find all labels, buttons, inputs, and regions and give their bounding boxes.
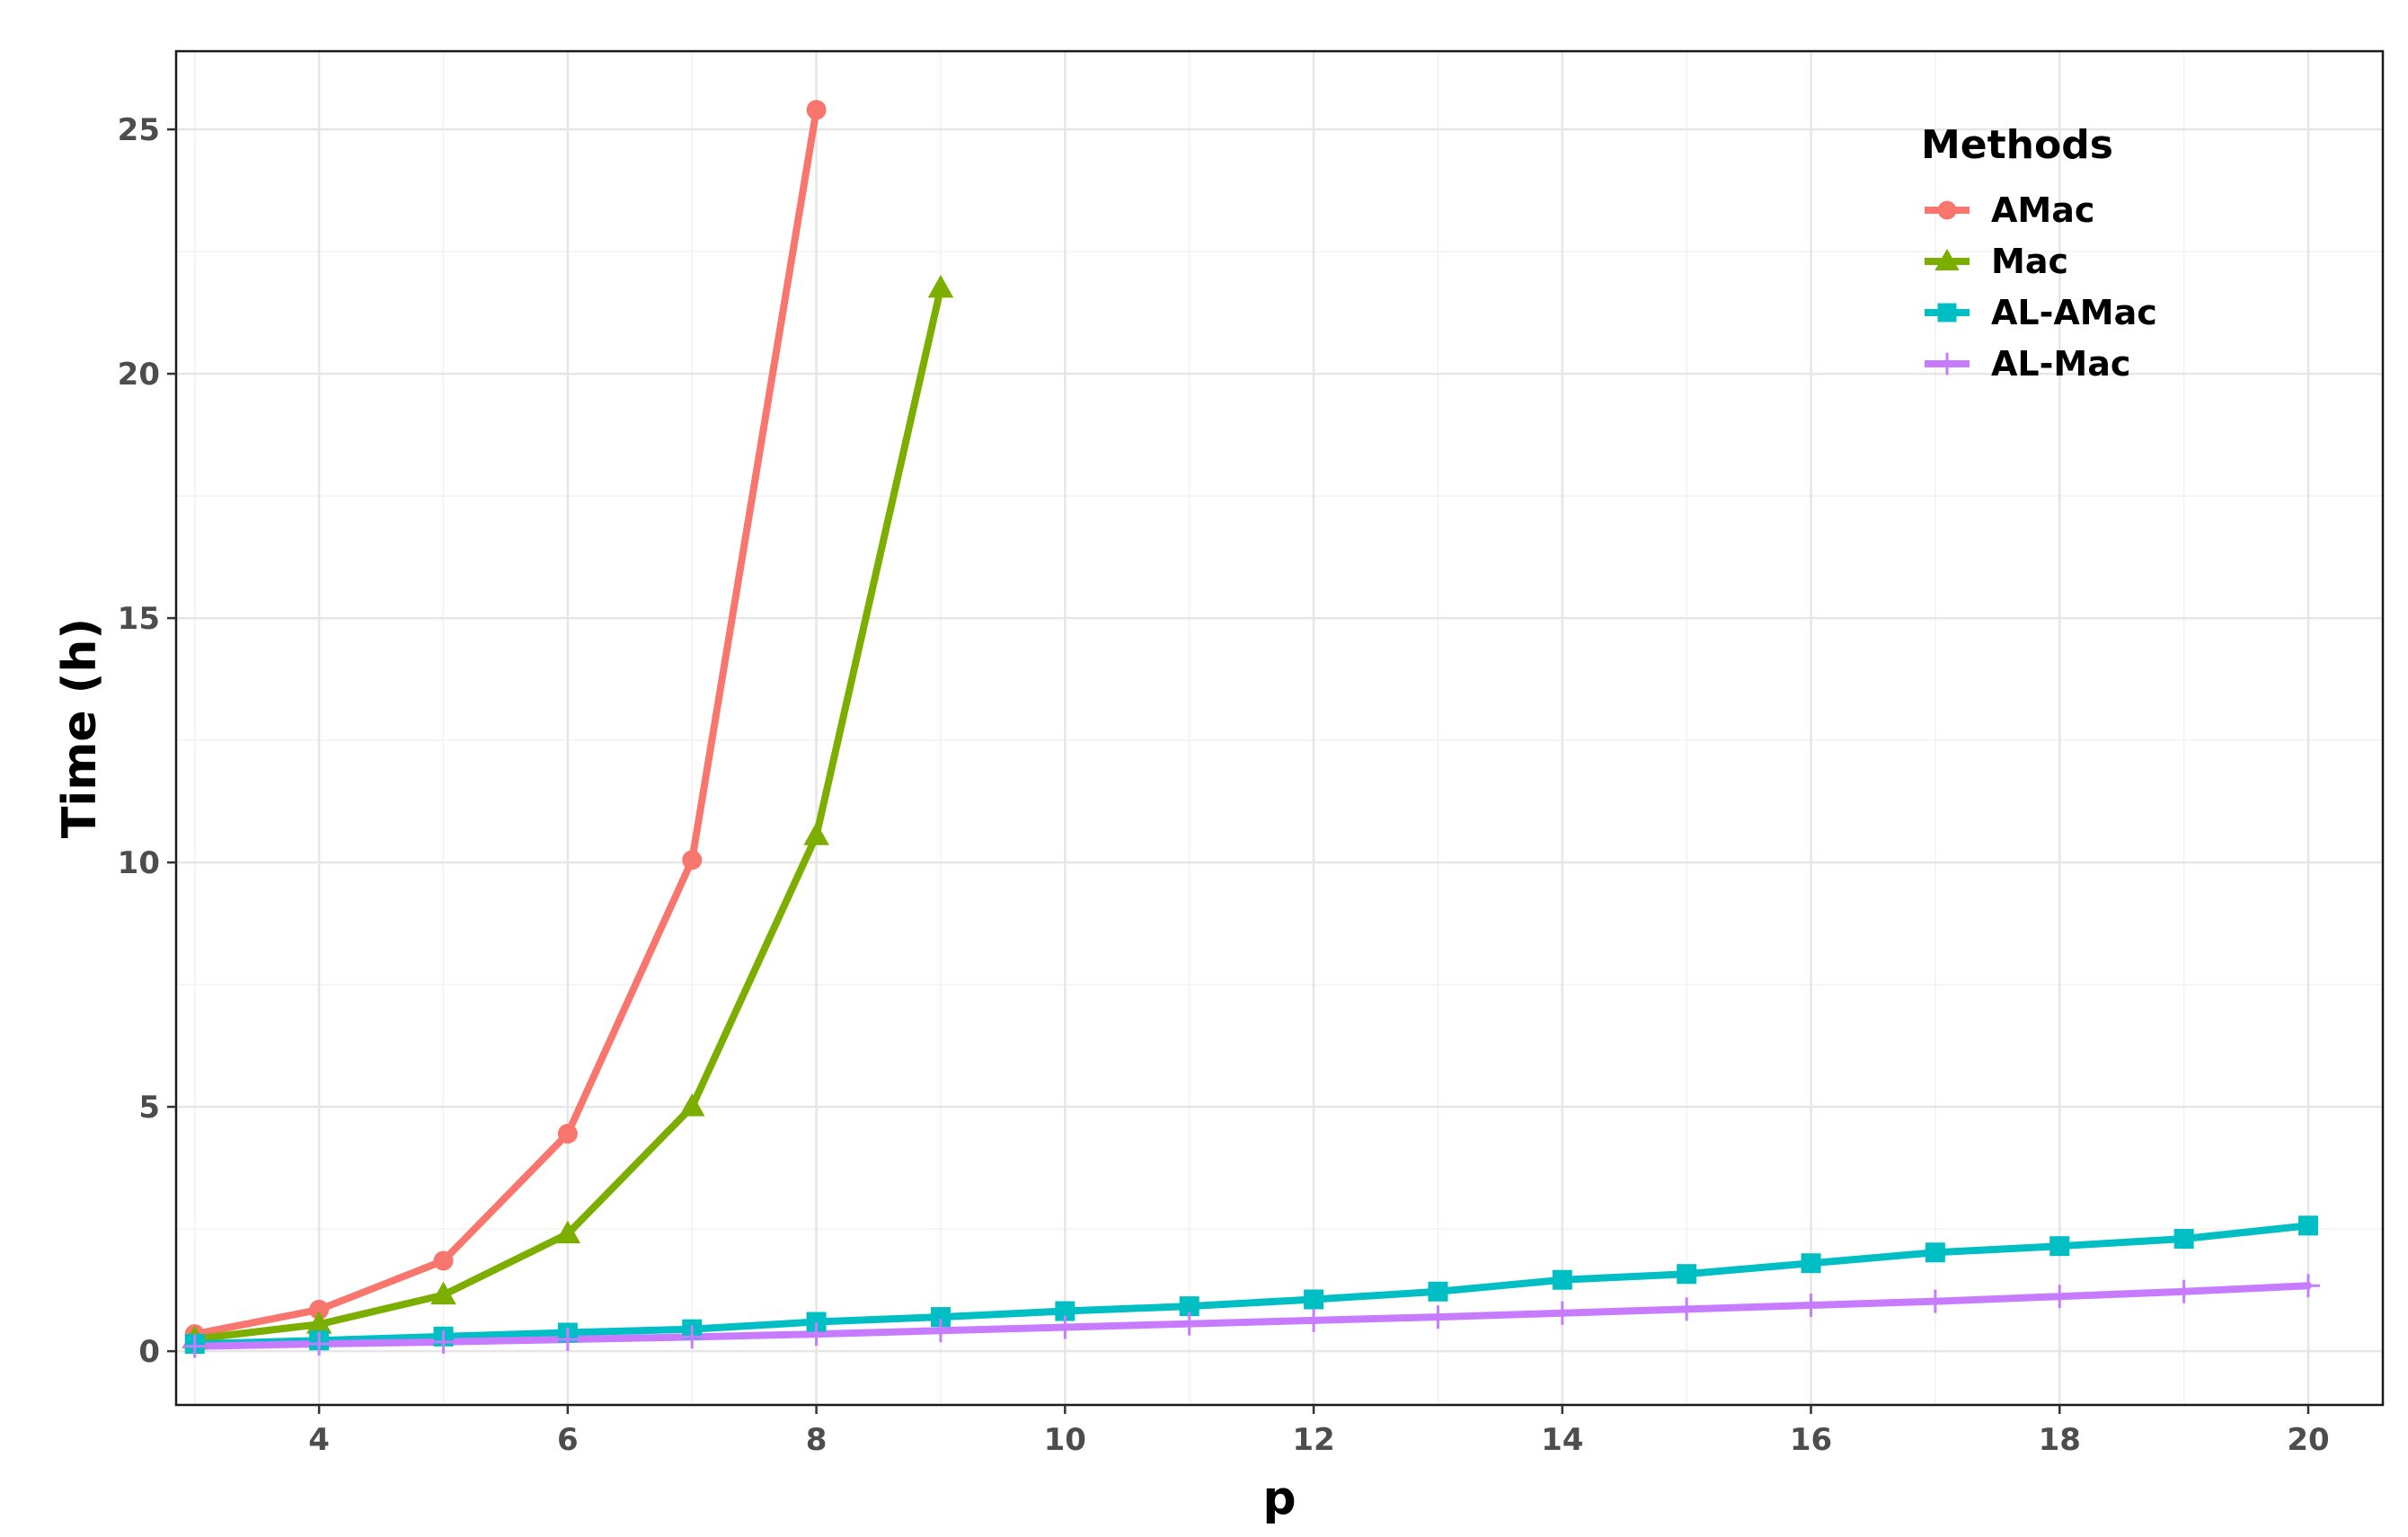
x-axis-title: p (1262, 1471, 1296, 1525)
data-point-al-mac (1302, 1308, 1326, 1332)
data-point-al-amac (1552, 1269, 1572, 1290)
plot-border (174, 49, 2385, 1407)
series-line-al-amac (190, 1222, 2312, 1347)
x-tick-label: 14 (1541, 1422, 1583, 1458)
data-point-al-mac (1426, 1305, 1450, 1329)
data-point-al-mac (1675, 1297, 1699, 1321)
data-point-al-mac (1799, 1294, 1823, 1318)
legend-title: Methods (1921, 122, 2113, 168)
data-point-al-amac (1925, 1242, 1945, 1263)
data-point-mac (803, 822, 829, 845)
data-point-al-amac (1677, 1264, 1697, 1285)
legend-key-marker-al-mac (1935, 352, 1959, 375)
data-point-amac (682, 850, 703, 870)
y-axis-ticks: 0 5 10 15 20 25 (118, 112, 176, 1370)
legend-key-marker-al-amac (1937, 303, 1957, 322)
x-axis-ticks: 4 6 8 10 12 14 16 18 20 (308, 1405, 2330, 1458)
data-point-amac (806, 100, 827, 120)
legend-key-marker-mac (1934, 248, 1960, 270)
data-point-amac (557, 1124, 578, 1144)
data-point-al-amac (2173, 1229, 2194, 1250)
data-point-mac (927, 274, 954, 298)
x-tick-label: 8 (806, 1422, 828, 1458)
data-point-al-mac (1923, 1289, 1947, 1313)
x-tick-label: 20 (2287, 1422, 2329, 1458)
y-tick-label: 20 (118, 357, 160, 393)
data-point-al-mac (431, 1329, 456, 1354)
data-point-al-amac (2049, 1236, 2070, 1257)
y-tick-label: 0 (138, 1334, 160, 1370)
data-point-al-amac (1304, 1289, 1324, 1310)
data-point-al-amac (1801, 1253, 1821, 1274)
data-point-al-amac (1428, 1281, 1448, 1302)
x-tick-label: 6 (557, 1422, 579, 1458)
data-point-al-mac (2172, 1279, 2196, 1303)
legend: Methods AMac Mac AL-AMac AL-Mac (1921, 122, 2157, 384)
x-tick-label: 18 (2039, 1422, 2081, 1458)
x-tick-label: 10 (1044, 1422, 1086, 1458)
x-tick-label: 16 (1790, 1422, 1832, 1458)
data-point-amac (309, 1299, 330, 1320)
data-point-al-amac (1055, 1301, 1076, 1321)
data-point-mac (554, 1220, 581, 1244)
series-points (181, 100, 2320, 1358)
data-point-amac (433, 1250, 454, 1271)
legend-label-al-mac: AL-Mac (1991, 344, 2130, 384)
x-tick-label: 4 (308, 1422, 330, 1458)
legend-key-marker-amac (1937, 200, 1957, 220)
data-point-al-mac (2048, 1285, 2072, 1309)
data-point-al-amac (930, 1307, 951, 1328)
data-point-mac (430, 1281, 456, 1305)
data-point-al-mac (680, 1325, 704, 1349)
y-tick-label: 25 (118, 112, 160, 148)
data-point-al-mac (1550, 1301, 1574, 1325)
x-tick-label: 12 (1292, 1422, 1334, 1458)
y-tick-label: 5 (138, 1090, 160, 1126)
data-point-al-mac (182, 1334, 207, 1358)
legend-label-mac: Mac (1991, 242, 2068, 281)
data-point-al-mac (555, 1328, 580, 1352)
data-point-al-amac (1179, 1296, 1200, 1317)
data-point-al-mac (928, 1319, 952, 1343)
y-axis-title: Time (h) (53, 618, 107, 838)
data-point-al-mac (2296, 1274, 2320, 1298)
data-point-al-amac (806, 1312, 827, 1332)
legend-label-al-amac: AL-AMac (1991, 293, 2157, 332)
data-point-mac (678, 1093, 705, 1117)
data-point-al-mac (307, 1331, 332, 1356)
y-tick-label: 10 (118, 845, 160, 881)
legend-label-amac: AMac (1991, 190, 2094, 230)
y-tick-label: 15 (118, 601, 160, 637)
series-line-al-mac (190, 1282, 2312, 1350)
data-point-al-mac (1053, 1315, 1077, 1339)
grid-minor (176, 51, 2383, 1405)
series-line-amac (190, 106, 820, 1338)
data-point-mac (305, 1311, 332, 1334)
grid-major (176, 51, 2383, 1405)
data-point-al-mac (1177, 1312, 1201, 1336)
data-point-al-amac (2297, 1215, 2318, 1236)
data-point-al-mac (804, 1322, 828, 1347)
